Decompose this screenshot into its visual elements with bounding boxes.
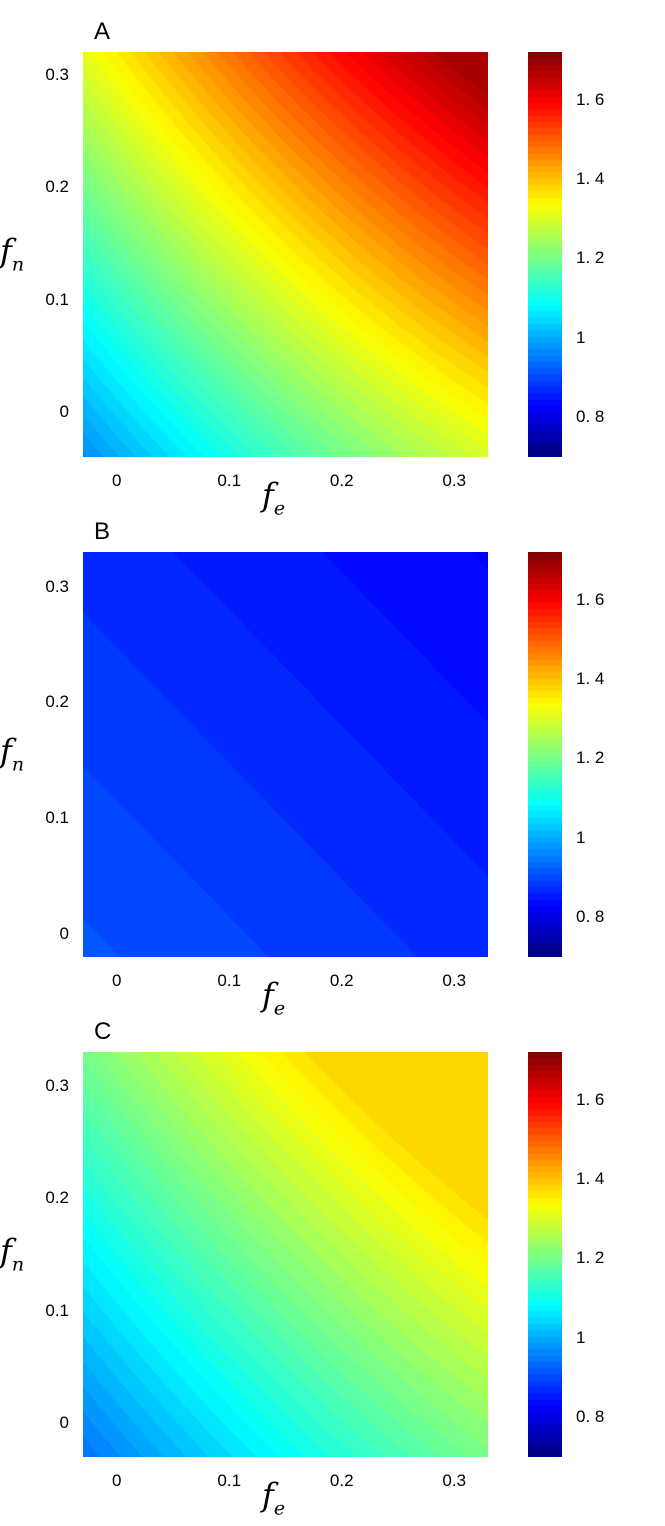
y-tick-label: 0.3 [45, 1075, 69, 1095]
colorbar-tick-label: 1 [576, 827, 586, 847]
x-axis-label: fe [262, 476, 286, 520]
y-axis-label: fn [0, 1232, 25, 1276]
panel-label: A [94, 18, 111, 45]
colorbar [528, 52, 562, 457]
x-tick-label: 0.1 [217, 971, 242, 990]
colorbar-tick-label: 0. 8 [576, 1407, 605, 1427]
panel-label: B [94, 518, 111, 545]
colorbar-tick-label: 1. 2 [576, 1248, 605, 1268]
colorbar-tick-label: 1 [576, 1327, 586, 1347]
x-tick-label: 0.2 [329, 971, 354, 990]
colorbar-tick-label: 1. 4 [576, 169, 605, 189]
colorbar-tick-label: 1. 4 [576, 1169, 605, 1189]
y-tick-label: 0.1 [45, 808, 69, 828]
colorbar [528, 1052, 562, 1457]
x-axis-label: fe [262, 976, 286, 1020]
x-tick-label: 0.3 [442, 971, 467, 990]
x-tick-label: 0.1 [217, 471, 242, 490]
panel-a: A 0 0.1 0.2 0.3 0.3 0.2 0.1 0 1. 6 1. 4 1. 2 1 0. 8 … [0, 18, 665, 520]
y-tick-label: 0.3 [45, 64, 69, 84]
colorbar-tick-label: 0. 8 [576, 407, 605, 427]
colorbar-tick-label: 1. 2 [576, 248, 605, 268]
y-tick-label: 0.2 [45, 177, 69, 196]
colorbar [528, 552, 562, 957]
colorbar-tick-label: 1. 6 [576, 89, 605, 109]
x-tick-label: 0.2 [329, 471, 354, 490]
colorbar-tick-label: 1. 4 [576, 669, 605, 689]
y-tick-label: 0.1 [45, 289, 69, 309]
colorbar-gradient [528, 552, 562, 957]
panel-b: B 0 0.1 0.2 0.3 0.3 0.2 0.1 0 1. 6 1. 4 1. 2 1 0. 8 … [0, 518, 665, 1020]
x-tick-label: 0 [112, 471, 122, 490]
panel-label: C [94, 1018, 112, 1045]
y-tick-label: 0.3 [45, 576, 69, 596]
colorbar-tick-label: 1. 6 [576, 589, 605, 609]
heatmap-surface [83, 1052, 488, 1457]
y-tick-label: 0 [59, 1413, 69, 1433]
x-tick-label: 0.2 [329, 1471, 354, 1490]
y-axis-label: fn [0, 232, 25, 276]
panel-c: C 0 0.1 0.2 0.3 0.3 0.2 0.1 0 1. 6 1. 4 1. 2 1 0. 8 … [0, 1018, 665, 1520]
colorbar-tick-label: 1. 2 [576, 748, 605, 768]
y-tick-label: 0.2 [45, 1188, 69, 1208]
x-tick-label: 0 [112, 971, 122, 990]
heatmap-surface [83, 52, 488, 457]
colorbar-tick-label: 1. 6 [576, 1089, 605, 1109]
x-tick-label: 0.3 [442, 1471, 467, 1490]
y-tick-label: 0.2 [45, 692, 69, 712]
heatmap [83, 52, 488, 457]
heatmap-surface [83, 552, 488, 957]
x-tick-label: 0 [112, 1471, 122, 1490]
heatmap [83, 1052, 488, 1457]
heatmap [83, 552, 488, 957]
y-axis-label: fn [0, 732, 25, 776]
colorbar-gradient [528, 1052, 562, 1457]
y-tick-label: 0 [59, 923, 69, 943]
colorbar-gradient [528, 52, 562, 457]
y-tick-label: 0.1 [45, 1300, 69, 1320]
x-axis-label: fe [262, 1476, 286, 1520]
y-tick-label: 0 [59, 402, 69, 421]
x-tick-label: 0.3 [442, 471, 467, 490]
x-tick-label: 0.1 [217, 1471, 242, 1490]
colorbar-tick-label: 0. 8 [576, 907, 605, 927]
colorbar-tick-label: 1 [576, 327, 586, 347]
